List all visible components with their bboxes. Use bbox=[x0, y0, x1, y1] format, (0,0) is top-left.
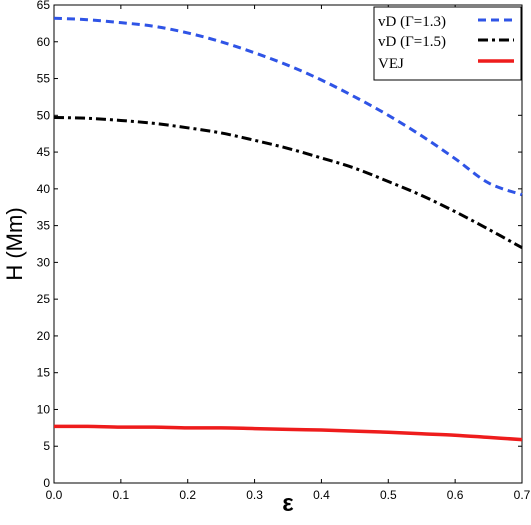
y-tick-label: 25 bbox=[37, 292, 51, 306]
y-tick-label: 30 bbox=[37, 255, 51, 269]
y-tick-label: 20 bbox=[37, 329, 51, 343]
legend-label-vej: VEJ bbox=[378, 56, 404, 72]
x-tick-label: 0.6 bbox=[447, 488, 464, 502]
plot-frame bbox=[53, 4, 523, 484]
y-tick-label: 45 bbox=[37, 145, 51, 159]
legend-label-vd-1-3: vD (Γ=1.3) bbox=[378, 14, 446, 30]
y-tick-label: 60 bbox=[37, 35, 51, 49]
x-tick-label: 0.1 bbox=[113, 488, 130, 502]
y-tick-label: 50 bbox=[37, 108, 51, 122]
series-layer bbox=[53, 16, 523, 442]
y-tick-label: 65 bbox=[37, 0, 51, 12]
y-axis: 0 5 10 15 20 25 30 35 40 45 50 55 60 65 bbox=[37, 0, 522, 490]
series-line-vd-gamma-1-5 bbox=[53, 116, 523, 249]
x-tick-label: 0.0 bbox=[46, 488, 63, 502]
x-axis: 0.0 0.1 0.2 0.3 0.4 0.5 0.6 0.7 bbox=[46, 5, 531, 502]
y-axis-label: H (Mm) bbox=[2, 207, 27, 280]
y-tick-label: 5 bbox=[43, 439, 50, 453]
x-tick-label: 0.2 bbox=[179, 488, 196, 502]
series-line-vej bbox=[53, 424, 523, 442]
x-tick-label: 0.5 bbox=[380, 488, 397, 502]
legend: vD (Γ=1.3) vD (Γ=1.5) VEJ bbox=[373, 6, 522, 81]
y-tick-label: 10 bbox=[37, 402, 51, 416]
y-tick-label: 35 bbox=[37, 219, 51, 233]
y-tick-label: 40 bbox=[37, 182, 51, 196]
x-tick-label: 0.3 bbox=[246, 488, 263, 502]
y-tick-label: 15 bbox=[37, 366, 51, 380]
series-line-vd-gamma-1-3 bbox=[53, 16, 523, 197]
x-axis-label: ε bbox=[282, 490, 293, 517]
x-tick-label: 0.4 bbox=[313, 488, 330, 502]
legend-label-vd-1-5: vD (Γ=1.5) bbox=[378, 34, 446, 50]
x-tick-label: 0.7 bbox=[514, 488, 531, 502]
y-tick-label: 0 bbox=[43, 476, 50, 490]
y-tick-label: 55 bbox=[37, 72, 51, 86]
